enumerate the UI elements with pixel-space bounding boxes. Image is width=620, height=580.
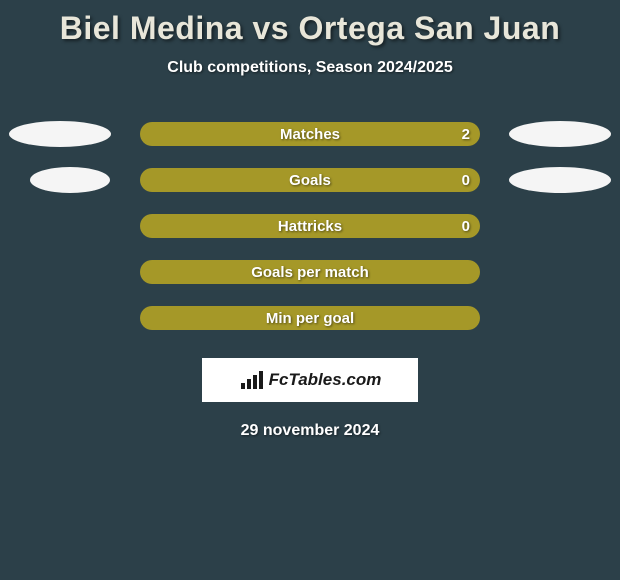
matches-left-ellipse xyxy=(9,121,111,147)
matches-label: Matches xyxy=(280,126,340,143)
goals-per-match-bar: Goals per match xyxy=(140,260,480,284)
goals-right-ellipse xyxy=(509,167,611,193)
subtitle: Club competitions, Season 2024/2025 xyxy=(0,59,620,77)
matches-bar: Matches 2 xyxy=(140,122,480,146)
hattricks-bar: Hattricks 0 xyxy=(140,214,480,238)
goals-left-ellipse xyxy=(30,167,110,193)
stat-row-matches: Matches 2 xyxy=(0,122,620,146)
goals-label: Goals xyxy=(289,172,331,189)
stat-row-min-per-goal: Min per goal xyxy=(0,306,620,330)
page-title: Biel Medina vs Ortega San Juan xyxy=(0,10,620,47)
min-per-goal-bar: Min per goal xyxy=(140,306,480,330)
matches-value: 2 xyxy=(462,126,470,143)
hattricks-label: Hattricks xyxy=(278,218,342,235)
fctables-logo: FcTables.com xyxy=(239,369,382,391)
stat-row-goals-per-match: Goals per match xyxy=(0,260,620,284)
goals-value: 0 xyxy=(462,172,470,189)
stat-row-goals: Goals 0 xyxy=(0,168,620,192)
goals-bar: Goals 0 xyxy=(140,168,480,192)
goals-per-match-label: Goals per match xyxy=(251,264,369,281)
hattricks-value: 0 xyxy=(462,218,470,235)
bar-chart-icon xyxy=(239,369,265,391)
date-line: 29 november 2024 xyxy=(0,422,620,440)
logo-text: FcTables.com xyxy=(269,370,382,390)
stat-row-hattricks: Hattricks 0 xyxy=(0,214,620,238)
matches-right-ellipse xyxy=(509,121,611,147)
logo-box: FcTables.com xyxy=(202,358,418,402)
stats-section: Matches 2 Goals 0 Hattricks 0 xyxy=(0,122,620,330)
min-per-goal-label: Min per goal xyxy=(266,310,354,327)
